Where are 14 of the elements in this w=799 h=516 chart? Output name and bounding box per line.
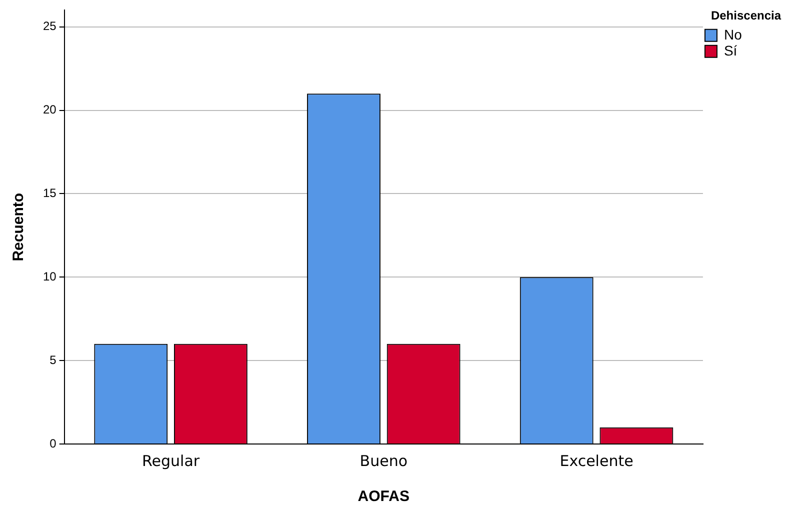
x-tick-label: Regular — [142, 452, 200, 470]
y-tick-label: 20 — [42, 102, 57, 117]
legend-label: No — [724, 26, 742, 42]
x-tick-label: Excelente — [560, 452, 634, 470]
y-tick-label: 5 — [50, 352, 57, 367]
y-tick-label: 0 — [50, 436, 57, 450]
x-axis-title: AOFAS — [358, 488, 410, 506]
y-tick-label: 10 — [42, 269, 57, 284]
y-tick-label: 25 — [42, 19, 57, 34]
y-axis-title: Recuento — [10, 192, 28, 262]
x-tick-label: Bueno — [360, 452, 408, 470]
y-tick-label: 15 — [42, 186, 57, 200]
legend-label: Sí — [724, 42, 738, 58]
legend-title: Dehiscencia — [710, 8, 782, 22]
